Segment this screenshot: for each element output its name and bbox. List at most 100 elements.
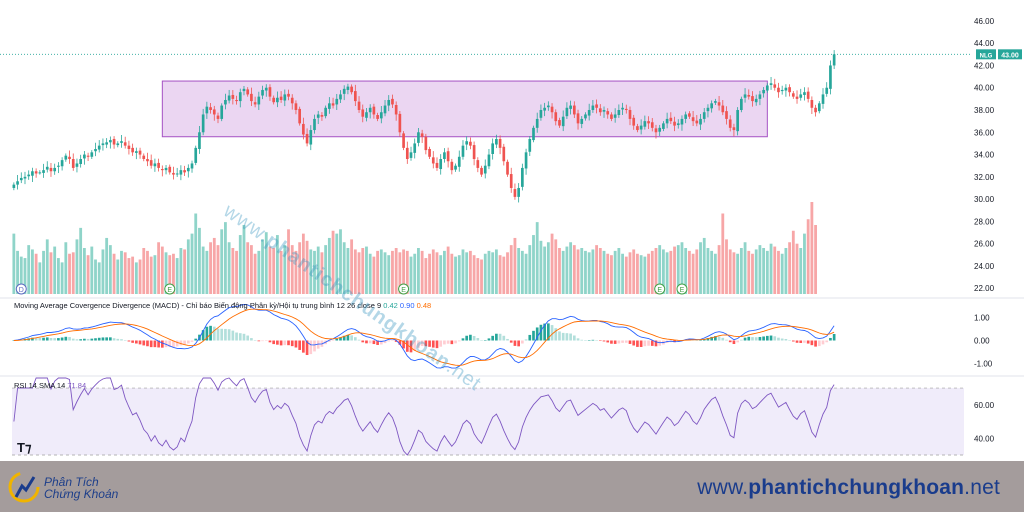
candle-body: [832, 54, 836, 66]
candle-body: [313, 118, 316, 131]
candle-body: [728, 119, 732, 128]
candle-body: [487, 154, 491, 167]
macd-histogram-bar: [743, 337, 747, 341]
footer-bar: [0, 461, 1024, 512]
candle-body: [706, 107, 710, 112]
candle-body: [691, 117, 695, 122]
candle-body: [116, 143, 120, 146]
volume-bar: [639, 255, 643, 294]
candle-body: [695, 120, 699, 124]
macd-histogram-bar: [424, 340, 428, 347]
volume-bar: [398, 252, 402, 294]
volume-bar: [372, 256, 376, 294]
volume-bar: [123, 252, 127, 294]
macd-histogram-bar: [205, 326, 209, 341]
candle-body: [120, 141, 123, 143]
macd-histogram-bar: [784, 338, 788, 341]
event-marker-E: E: [676, 283, 688, 295]
volume-bar: [706, 248, 710, 294]
volume-bar: [572, 245, 576, 294]
candle-body: [598, 108, 602, 113]
volume-bar: [127, 258, 131, 294]
macd-histogram-bar: [12, 340, 16, 341]
candle-body: [795, 96, 799, 99]
tradingview-logo[interactable]: T⁊: [17, 440, 32, 455]
volume-bar: [112, 253, 116, 294]
candle-body: [235, 99, 238, 102]
candle-body: [34, 171, 38, 174]
macd-histogram-bar: [131, 340, 134, 343]
macd-histogram-bar: [224, 328, 227, 341]
event-marker-E: E: [164, 283, 176, 295]
volume-bar: [435, 252, 439, 294]
candle-body: [509, 174, 513, 188]
candle-body: [521, 167, 524, 187]
macd-tick-label: -1.00: [974, 360, 993, 369]
brand-line-2: Chứng Khoán: [44, 487, 119, 501]
candle-body: [246, 89, 250, 95]
volume-bar: [814, 225, 817, 294]
candle-body: [112, 138, 116, 145]
candle-body: [368, 107, 372, 113]
macd-histogram-bar: [64, 336, 68, 341]
volume-bar: [687, 250, 691, 294]
volume-bar: [183, 249, 187, 294]
macd-histogram-bar: [602, 340, 606, 342]
macd-histogram-bar: [547, 323, 550, 341]
volume-bar: [116, 259, 120, 294]
volume-bar: [179, 248, 183, 294]
macd-histogram-bar: [528, 334, 532, 341]
event-marker-D: D: [15, 283, 27, 295]
volume-bar: [446, 246, 450, 294]
candle-body: [524, 152, 528, 169]
macd-histogram-bar: [398, 340, 402, 345]
volume-bar: [558, 248, 561, 294]
macd-histogram-bar: [305, 340, 309, 356]
macd-histogram-bar: [160, 340, 164, 348]
price-tick-label: 24.00: [974, 262, 995, 271]
candle-body: [699, 118, 702, 125]
volume-bar: [610, 255, 613, 294]
volume-bar: [725, 239, 728, 294]
macd-histogram-bar: [817, 340, 821, 347]
macd-histogram-bar: [509, 340, 513, 343]
candle-body: [806, 91, 810, 99]
volume-bar: [275, 235, 279, 294]
candle-body: [754, 98, 758, 103]
volume-bar: [661, 249, 665, 294]
candle-body: [502, 146, 506, 162]
volume-bar: [650, 250, 654, 294]
volume-bar: [268, 246, 272, 294]
macd-histogram-bar: [112, 338, 116, 341]
rsi-tick-label: 60.00: [974, 401, 995, 410]
candle-body: [465, 141, 469, 145]
candle-body: [810, 99, 814, 108]
candle-body: [379, 112, 383, 119]
volume-bar: [803, 233, 806, 294]
macd-histogram-bar: [561, 332, 565, 341]
volume-bar: [42, 250, 45, 294]
candle-body: [53, 167, 57, 172]
macd-histogram-bar: [483, 340, 487, 341]
volume-bar: [324, 245, 328, 294]
macd-histogram-bar: [235, 332, 238, 341]
macd-histogram-bar: [368, 340, 372, 344]
macd-histogram-bar: [777, 337, 780, 341]
macd-histogram-bar: [79, 339, 83, 341]
volume-bar: [279, 250, 283, 294]
price-chart[interactable]: 46.00 44.00 42.00 40.00 38.00 36.00 34.00 32.00…: [0, 0, 1024, 461]
candle-body: [60, 160, 64, 167]
macd-histogram-bar: [135, 340, 138, 344]
volume-bar: [198, 227, 201, 294]
candle-body: [238, 92, 242, 102]
macd-histogram-bar: [365, 340, 368, 344]
macd-histogram-bar: [650, 340, 654, 346]
macd-histogram-bar: [90, 338, 94, 341]
volume-bar: [613, 250, 617, 294]
volume-bar: [702, 237, 706, 294]
volume-bar: [138, 259, 142, 294]
url-bold: phantichchungkhoan: [748, 476, 965, 499]
macd-histogram-bar: [394, 340, 398, 342]
macd-histogram-bar: [647, 340, 650, 346]
site-url-link[interactable]: www.phantichchungkhoan.net: [697, 476, 1000, 500]
